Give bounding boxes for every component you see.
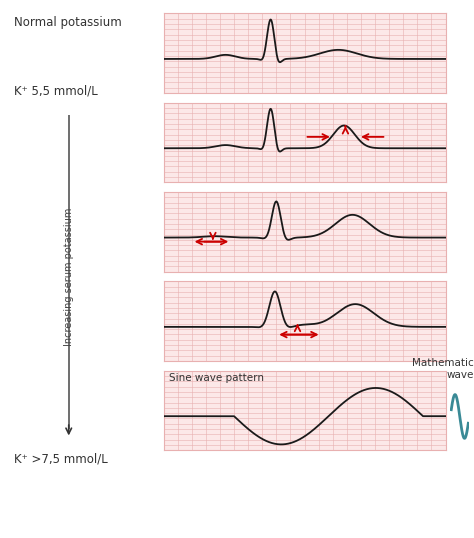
Text: Mathematical sine
wave: Mathematical sine wave [412,358,474,380]
Text: Normal potassium: Normal potassium [14,16,122,29]
Text: Increasing serum potassium: Increasing serum potassium [64,207,74,346]
Text: K⁺ 5,5 mmol/L: K⁺ 5,5 mmol/L [14,84,98,97]
Text: Sine wave pattern: Sine wave pattern [169,373,264,383]
Text: K⁺ >7,5 mmol/L: K⁺ >7,5 mmol/L [14,453,108,466]
